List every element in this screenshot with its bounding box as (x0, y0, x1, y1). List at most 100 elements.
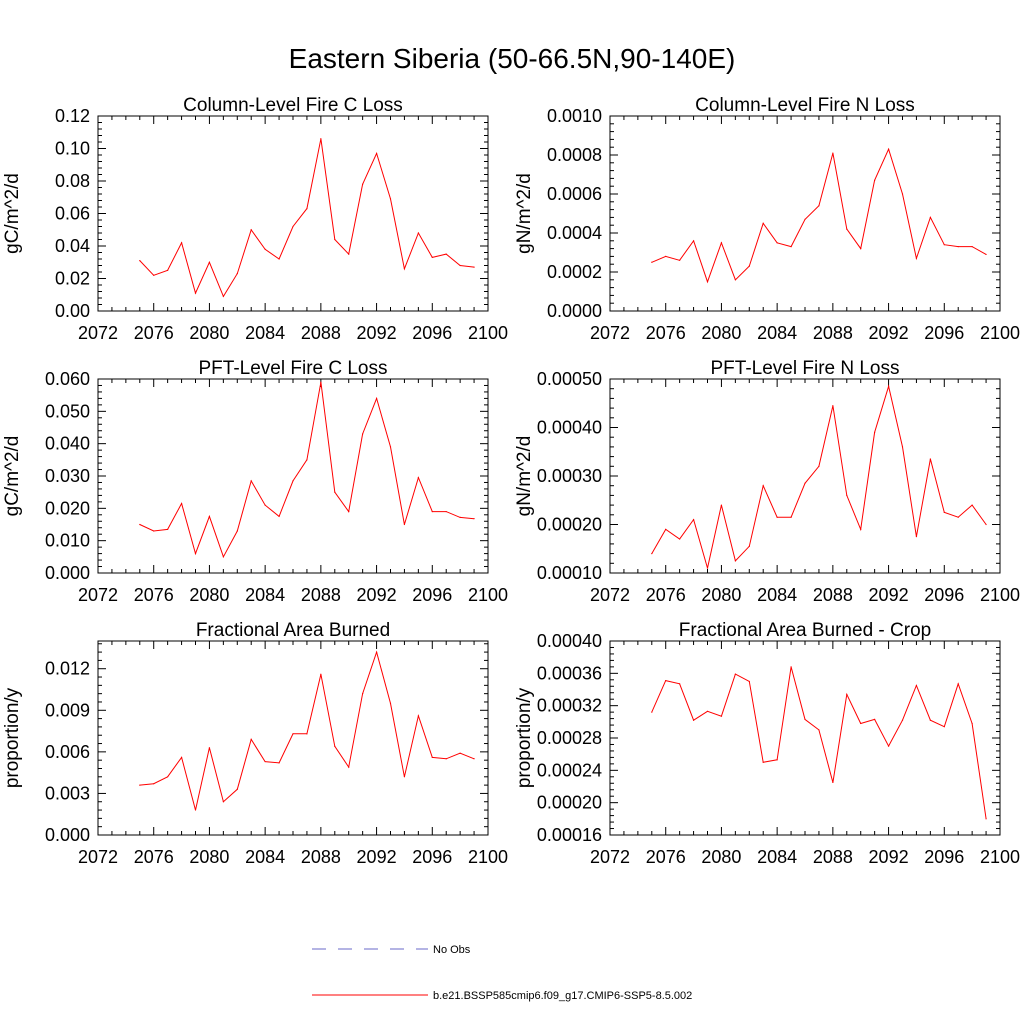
data-point (222, 556, 224, 558)
y-tick-label: 0.00050 (537, 369, 602, 389)
y-tick-label: 0.000 (45, 825, 90, 845)
data-point (985, 523, 987, 526)
y-tick-label: 0.04 (55, 236, 90, 256)
data-point (431, 510, 433, 513)
y-tick-label: 0.060 (45, 369, 90, 389)
data-point (846, 228, 848, 230)
y-tick-label: 0.10 (55, 139, 90, 159)
data-point (292, 225, 294, 228)
data-point (776, 242, 778, 244)
data-point (236, 530, 238, 532)
data-point (957, 683, 959, 685)
y-axis-label: gC/m^2/d (2, 436, 23, 517)
x-tick-label: 2092 (357, 323, 397, 343)
data-point (971, 722, 973, 725)
series-line (139, 650, 475, 811)
plot-frame (97, 378, 489, 574)
data-point (860, 248, 862, 250)
data-point (236, 788, 238, 790)
x-tick-label: 2088 (301, 585, 341, 605)
data-point (236, 273, 238, 275)
x-tick-label: 2076 (646, 847, 686, 867)
x-tick-label: 2076 (646, 323, 686, 343)
data-point (403, 776, 406, 778)
x-tick-label: 2076 (646, 585, 686, 605)
data-point (929, 458, 931, 460)
data-point (874, 718, 876, 721)
x-tick-label: 2080 (189, 847, 229, 867)
data-point (362, 693, 364, 695)
x-tick-label: 2096 (924, 585, 964, 605)
data-point (292, 733, 294, 735)
data-point (665, 528, 667, 530)
data-point (417, 232, 419, 234)
data-point (306, 459, 308, 461)
data-point (776, 759, 778, 761)
data-point (153, 274, 155, 276)
x-tick-label: 2088 (813, 585, 853, 605)
data-point (389, 198, 392, 200)
data-point (748, 680, 750, 683)
data-point (679, 683, 681, 685)
data-point (720, 504, 723, 506)
chart-panel-5: 2072 2076 2080 2084 2088 2092 2096 2100 0.000 0.0… (2, 620, 508, 867)
data-point (679, 259, 681, 261)
data-point (167, 776, 169, 778)
y-tick-label: 0.0000 (547, 301, 602, 321)
x-tick-label: 2084 (245, 585, 285, 605)
x-tick-label: 2072 (590, 847, 630, 867)
y-axis-label: gC/m^2/d (2, 173, 23, 254)
data-point (375, 651, 378, 653)
data-point (665, 680, 667, 682)
data-point (985, 818, 987, 820)
data-point (334, 745, 336, 747)
data-point (473, 518, 475, 520)
x-tick-label: 2096 (412, 585, 452, 605)
data-point (692, 519, 695, 521)
data-point (334, 491, 336, 493)
y-tick-label: 0.00040 (537, 631, 602, 651)
x-tick-label: 2080 (701, 847, 741, 867)
data-point (139, 523, 141, 526)
data-point (320, 381, 322, 383)
y-tick-label: 0.050 (45, 401, 90, 421)
legend: No Obs b.e21.BSSP585cmip6.f09_g17.CMIP6-… (312, 944, 692, 1002)
data-point (334, 238, 336, 241)
x-tick-label: 2092 (869, 847, 909, 867)
data-point (278, 762, 280, 764)
y-tick-label: 0.00040 (537, 418, 602, 438)
data-point (887, 148, 890, 150)
data-point (971, 504, 973, 506)
data-point (403, 523, 406, 526)
data-point (860, 528, 862, 530)
data-point (473, 266, 475, 268)
data-point (264, 504, 266, 506)
data-point (692, 240, 695, 242)
data-point (957, 516, 959, 518)
y-tick-label: 0.000 (45, 563, 90, 583)
data-point (874, 431, 876, 433)
x-tick-label: 2076 (134, 585, 174, 605)
data-point (362, 183, 364, 185)
data-point (887, 745, 890, 747)
data-point (706, 567, 709, 569)
chart-panel-4: 2072 2076 2080 2084 2088 2092 2096 2100 0.00010 0… (514, 358, 1020, 605)
x-tick-label: 2088 (301, 323, 341, 343)
data-point (846, 494, 848, 496)
panel-title: Column-Level Fire C Loss (183, 95, 403, 116)
data-point (459, 516, 461, 518)
data-point (929, 719, 931, 721)
y-tick-label: 0.00020 (537, 515, 602, 535)
x-tick-label: 2072 (590, 585, 630, 605)
x-tick-label: 2072 (78, 585, 118, 605)
data-point (167, 528, 169, 530)
data-point (278, 515, 280, 518)
data-point (445, 758, 447, 760)
data-point (417, 715, 419, 717)
data-point (818, 205, 820, 207)
x-tick-label: 2088 (813, 323, 853, 343)
data-point (375, 152, 378, 154)
data-point (734, 279, 736, 281)
x-tick-label: 2092 (869, 585, 909, 605)
data-point (292, 480, 294, 482)
